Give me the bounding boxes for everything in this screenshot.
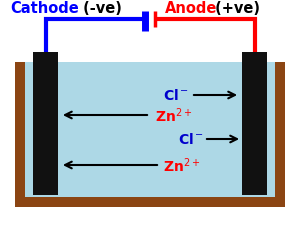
Text: Anode: Anode (165, 0, 217, 15)
Bar (242, 53, 267, 195)
Text: Cl$^-$: Cl$^-$ (178, 132, 204, 147)
Bar (33, 53, 58, 195)
Bar (25, 63, 275, 197)
Text: Zn$^{2+}$: Zn$^{2+}$ (163, 156, 200, 175)
Text: Zn$^{2+}$: Zn$^{2+}$ (155, 106, 192, 125)
Bar (15, 63, 285, 207)
Text: Cathode: Cathode (10, 0, 79, 15)
Text: Cl$^-$: Cl$^-$ (163, 88, 189, 103)
Text: (+ve): (+ve) (210, 0, 260, 15)
Text: (-ve): (-ve) (78, 0, 122, 15)
